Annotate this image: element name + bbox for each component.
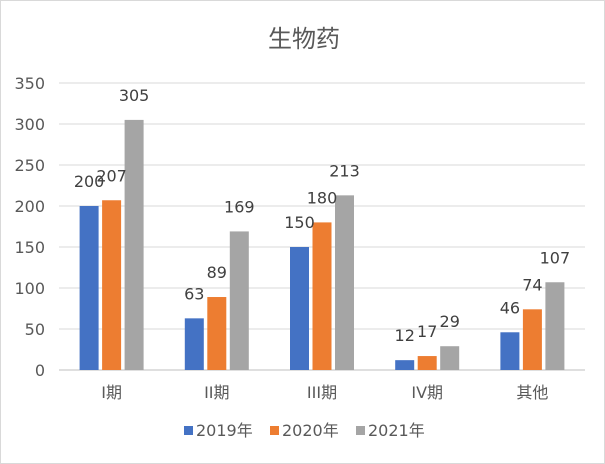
bar xyxy=(395,360,415,370)
x-tick-label: II期 xyxy=(204,383,229,402)
legend-swatch xyxy=(184,426,193,435)
bar xyxy=(335,195,354,370)
bar xyxy=(440,346,460,370)
data-label: 17 xyxy=(417,322,437,341)
data-label: 180 xyxy=(307,188,338,207)
data-label: 74 xyxy=(522,275,542,294)
bar xyxy=(417,356,437,370)
y-tick-label: 350 xyxy=(14,74,45,93)
data-label: 12 xyxy=(395,326,415,345)
legend-label: 2020年 xyxy=(282,421,339,440)
y-tick-label: 300 xyxy=(14,115,45,134)
y-tick-label: 150 xyxy=(14,238,45,257)
bar xyxy=(102,200,122,370)
legend-label: 2019年 xyxy=(196,421,253,440)
data-label: 169 xyxy=(224,197,255,216)
bar xyxy=(79,206,99,370)
bar xyxy=(522,309,542,370)
y-tick-label: 200 xyxy=(14,197,45,216)
y-tick-label: 50 xyxy=(25,320,45,339)
data-label: 107 xyxy=(540,248,571,267)
data-label: 46 xyxy=(500,298,520,317)
data-label: 207 xyxy=(96,166,127,185)
bar xyxy=(545,282,565,370)
y-tick-label: 100 xyxy=(14,279,45,298)
data-label: 305 xyxy=(119,86,150,105)
bar xyxy=(184,318,204,370)
bar xyxy=(500,332,520,370)
y-tick-label: 250 xyxy=(14,156,45,175)
x-axis: I期 II期 III期 IV期 其他 xyxy=(101,383,548,402)
y-axis: 0 50 100 150 200 250 300 350 xyxy=(14,74,45,380)
data-label: 200 xyxy=(74,172,105,191)
x-tick-label: IV期 xyxy=(411,383,443,402)
chart-title: 生物药 xyxy=(268,25,340,53)
data-label: 213 xyxy=(329,161,360,180)
data-label: 63 xyxy=(184,284,204,303)
data-label: 150 xyxy=(284,213,315,232)
x-tick-label: III期 xyxy=(307,383,337,402)
data-label: 89 xyxy=(207,263,227,282)
bar xyxy=(229,231,249,370)
legend-swatch xyxy=(270,426,279,435)
legend: 2019年 2020年 2021年 xyxy=(184,421,425,440)
x-tick-label: 其他 xyxy=(516,383,548,402)
bars xyxy=(79,119,565,371)
bar xyxy=(312,222,332,370)
bar xyxy=(290,247,309,370)
y-tick-label: 0 xyxy=(35,361,45,380)
x-tick-label: I期 xyxy=(101,383,122,402)
bar xyxy=(124,119,144,371)
bar xyxy=(207,297,227,370)
legend-swatch xyxy=(356,426,365,435)
legend-label: 2021年 xyxy=(368,421,425,440)
data-label: 29 xyxy=(440,312,460,331)
